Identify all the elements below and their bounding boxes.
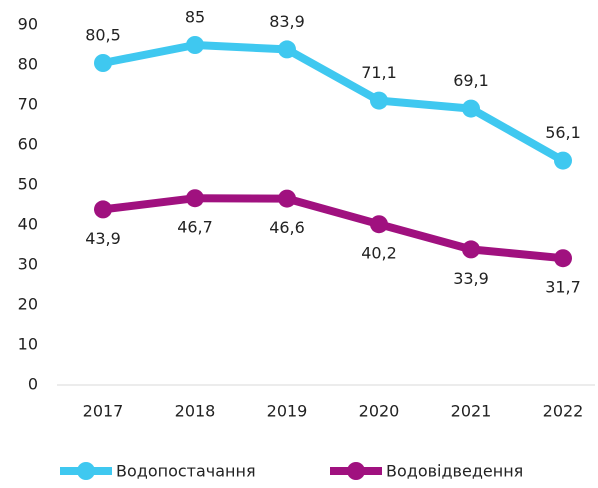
data-label: 40,2 (361, 244, 397, 263)
data-label: 43,9 (85, 229, 121, 248)
data-label: 85 (185, 8, 205, 27)
point (462, 99, 480, 118)
y-tick-label: 50 (18, 175, 38, 194)
x-tick-label: 2017 (83, 402, 124, 421)
y-tick-label: 60 (18, 135, 38, 154)
data-label: 31,7 (545, 278, 581, 297)
x-tick-label: 2022 (543, 402, 584, 421)
data-label: 69,1 (453, 71, 489, 90)
data-label: 33,9 (453, 269, 489, 288)
data-label: 83,9 (269, 12, 305, 31)
point (370, 91, 388, 110)
data-label: 80,5 (85, 26, 121, 45)
point (186, 36, 204, 54)
data-label: 46,7 (177, 218, 213, 237)
legend-marker (347, 462, 365, 480)
legend-label: Водопостачання (116, 462, 256, 481)
series-line (102, 41, 565, 165)
y-tick-label: 40 (18, 215, 38, 234)
x-tick-label: 2018 (175, 402, 216, 421)
y-tick-label: 90 (18, 15, 38, 34)
x-tick-label: 2019 (267, 402, 308, 421)
y-tick-label: 0 (28, 375, 38, 394)
point (370, 215, 388, 234)
y-tick-label: 20 (18, 295, 38, 314)
data-label: 46,6 (269, 218, 305, 237)
x-tick-label: 2020 (359, 402, 400, 421)
data-label: 71,1 (361, 63, 397, 82)
series-line (102, 194, 564, 263)
y-tick-label: 70 (18, 95, 38, 114)
point (186, 189, 204, 208)
legend-label: Водовідведення (386, 462, 523, 481)
x-tick-label: 2021 (451, 402, 492, 421)
y-tick-label: 10 (18, 335, 38, 354)
data-label: 56,1 (545, 123, 581, 142)
y-tick-label: 80 (18, 55, 38, 74)
y-tick-label: 30 (18, 255, 38, 274)
point (278, 189, 296, 208)
point (554, 151, 572, 170)
legend-marker (77, 462, 95, 480)
point (462, 240, 480, 259)
point (278, 40, 296, 59)
point (554, 249, 572, 268)
point (94, 54, 112, 72)
point (94, 200, 112, 219)
